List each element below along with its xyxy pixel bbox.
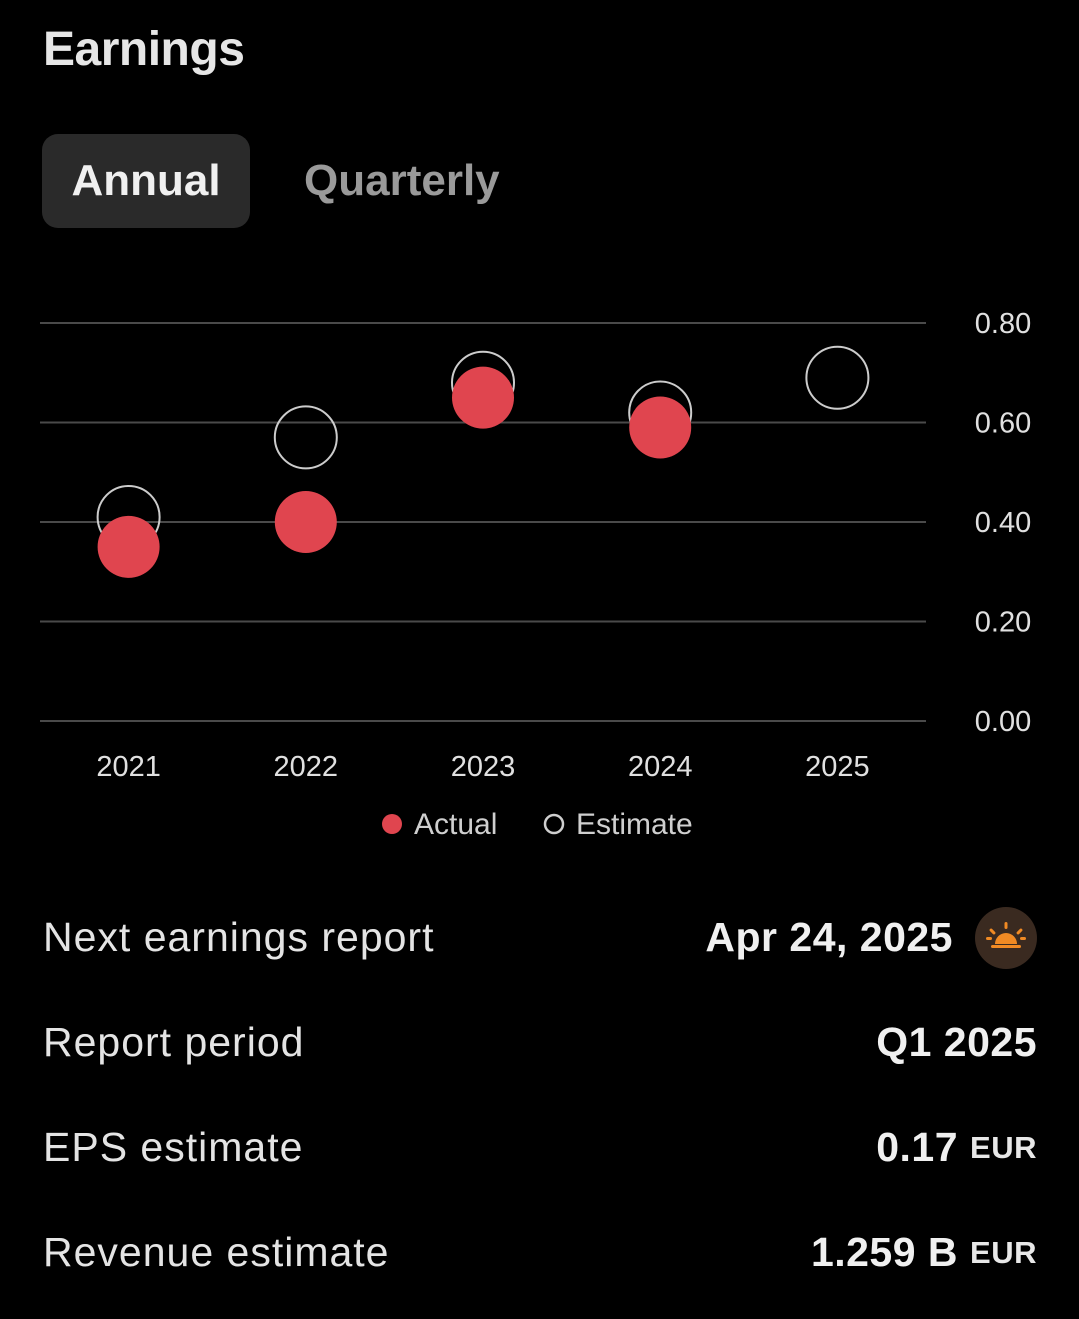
sunrise-icon [975,906,1037,969]
x-tick-label: 2024 [628,751,693,783]
legend-actual-label: Actual [414,808,497,841]
actual-point [629,396,692,459]
estimate-point [273,405,338,470]
period-tabs: Annual Quarterly [42,134,554,228]
actual-point [97,515,160,578]
row-report-period: Report period Q1 2025 [43,990,1037,1095]
section-title: Earnings [43,23,245,76]
revenue-estimate-unit: EUR [970,1234,1037,1270]
next-report-value-group: Apr 24, 2025 [705,906,1037,969]
report-period-value: Q1 2025 [876,1019,1037,1065]
eps-estimate-value: 0.17 [876,1124,959,1170]
x-tick-label: 2022 [274,751,339,783]
legend-estimate-marker [543,813,565,835]
next-report-date: Apr 24, 2025 [705,914,953,960]
legend-estimate-label: Estimate [576,808,693,841]
report-period-label: Report period [43,1019,305,1065]
y-tick-label: 0.40 [975,507,1031,539]
row-eps-estimate: EPS estimate 0.17 EUR [43,1095,1037,1200]
y-tick-label: 0.00 [975,706,1031,738]
x-tick-label: 2025 [805,751,870,783]
actual-point [274,491,337,553]
tab-quarterly[interactable]: Quarterly [304,156,500,205]
next-report-label: Next earnings report [43,914,435,960]
legend-actual-marker [382,814,402,834]
y-tick-label: 0.60 [975,408,1031,440]
earnings-chart: 0.80 0.60 0.40 0.20 0.00 2021 2022 2023 2024 2025… [40,308,1031,841]
y-tick-label: 0.80 [975,308,1031,340]
eps-estimate-unit: EUR [970,1129,1037,1165]
actual-point [452,366,514,429]
row-next-earnings-report: Next earnings report Apr 24, 2025 [43,885,1037,990]
revenue-estimate-value-group: 1.259 B EUR [811,1229,1037,1276]
tab-annual[interactable]: Annual [42,134,250,228]
x-tick-label: 2023 [451,751,516,783]
revenue-estimate-label: Revenue estimate [43,1229,390,1275]
row-revenue-estimate: Revenue estimate 1.259 B EUR [43,1200,1037,1305]
earnings-details: Next earnings report Apr 24, 2025 [43,885,1037,1305]
estimate-point [805,345,870,410]
y-tick-label: 0.20 [975,607,1031,639]
eps-estimate-value-group: 0.17 EUR [876,1124,1037,1171]
x-tick-label: 2021 [96,751,161,783]
eps-estimate-label: EPS estimate [43,1124,304,1170]
revenue-estimate-value: 1.259 B [810,1229,959,1275]
